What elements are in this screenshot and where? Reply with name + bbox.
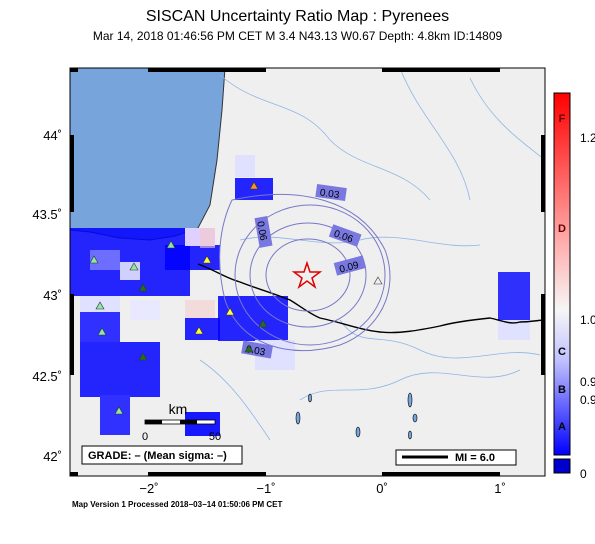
ocean [70,68,225,240]
station-triangle-icon [225,307,235,316]
map-title: SISCAN Uncertainty Ratio Map : Pyrenees [145,8,450,25]
station-triangle-icon [249,181,259,190]
processing-footer: Map Version 1 Processed 2018−03−14 01:50… [72,500,283,509]
station-triangle-icon [138,283,148,292]
star-icon [291,260,323,290]
station-triangle-icon [89,255,99,264]
x-tick-label: −2˚ [139,481,158,496]
mmi-label: MI = 6.0 [455,452,495,464]
colorbar-value: 0.9 [580,393,595,407]
grade-letter: C [558,346,566,358]
scale-bar: km 0 50 [142,401,221,443]
y-tick-label: 42.5˚ [32,369,62,384]
station-triangle-icon [95,301,105,310]
lakes [295,392,418,440]
colorbar-value: 1.2 [580,131,595,145]
uncertainty-grid [70,155,530,436]
grade-text: GRADE: – (Mean sigma: –) [88,450,227,462]
y-tick-label: 42˚ [43,449,62,464]
grade-letter: A [558,421,566,433]
grade-box: GRADE: – (Mean sigma: –) [81,445,243,465]
y-tick-label: 43.5˚ [32,207,62,222]
contour-label: 0.09 [338,260,360,276]
x-tick-label: 0˚ [376,481,388,496]
scale-unit: km [169,401,188,417]
station-triangle-icon [202,255,212,264]
grade-letter: D [558,223,566,235]
scale-end: 50 [209,431,221,443]
colorbar-value: 1.0 [580,313,595,327]
contour-label: 0.06 [254,220,268,242]
scale-start: 0 [142,431,148,443]
event-info: Mar 14, 2018 01:46:56 PM CET M 3.4 N43.1… [92,29,503,43]
colorbar: F D C B A 1.2 1.0 0.9 0.9 0 [553,92,595,481]
station-triangle-icon [114,406,124,415]
border-line [197,263,545,334]
y-axis: 44˚ 43.5˚ 43˚ 42.5˚ 42˚ [32,128,62,464]
map-frame [69,67,546,477]
y-tick-label: 43˚ [43,288,62,303]
station-triangle-icon [373,276,383,285]
x-axis: −2˚ −1˚ 0˚ 1˚ [139,481,505,496]
rivers [199,68,545,441]
station-triangle-icon [129,262,139,271]
station-triangle-icon [166,240,176,249]
frame-ticks [70,68,545,476]
mmi-legend: MI = 6.0 [395,449,517,466]
station-triangle-icon [244,344,254,353]
colorbar-value: 0 [580,467,587,481]
contours [219,194,391,352]
x-tick-label: −1˚ [256,481,275,496]
station-triangle-icon [97,327,107,336]
y-tick-label: 44˚ [43,128,62,143]
station-triangle-icon [138,352,148,361]
station-triangle-icon [258,319,268,328]
station-triangle-icon [194,326,204,335]
contour-label: 0.03 [319,188,340,202]
grade-letter: F [559,113,566,125]
colorbar-value: 0.9 [580,375,595,389]
stations [89,181,383,415]
grade-letter: B [558,384,566,396]
x-tick-label: 1˚ [494,481,506,496]
map-area: 0.03 0.06 0.09 0.06 0.03 [70,68,545,476]
